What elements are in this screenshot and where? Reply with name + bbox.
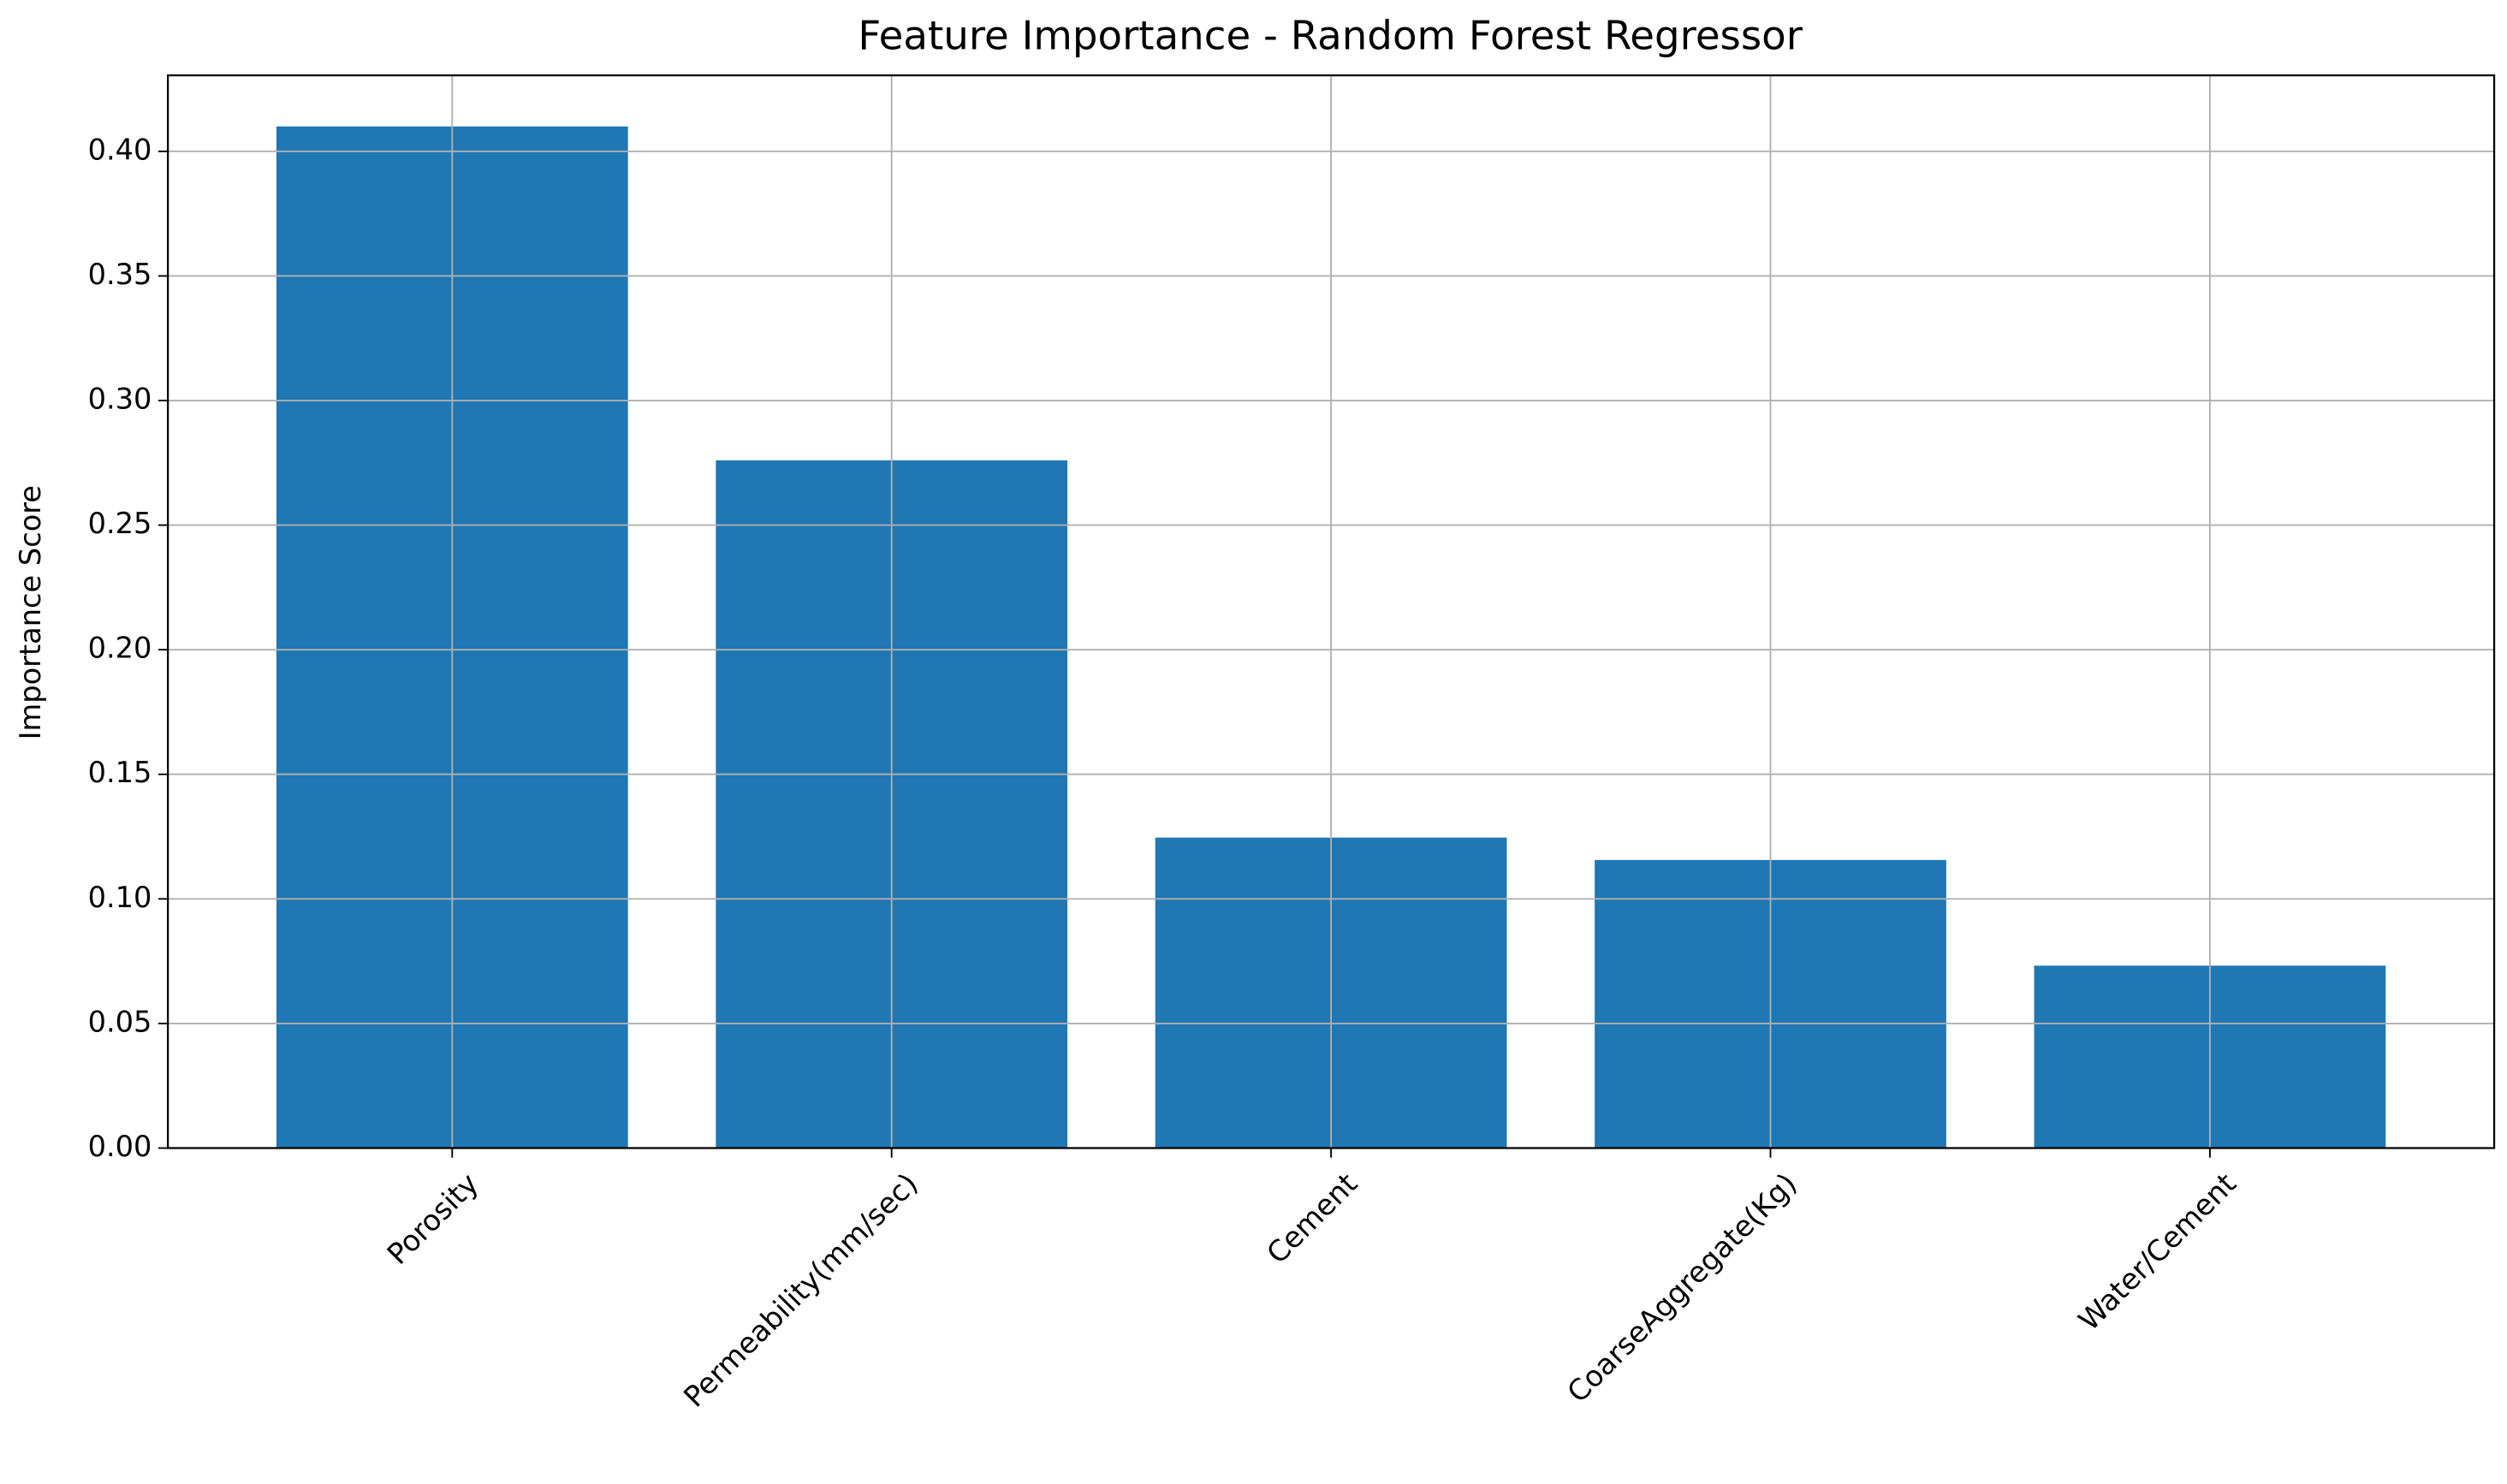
chart-title: Feature Importance - Random Forest Regre… [858,14,1803,60]
y-tick-label: 0.25 [88,507,152,540]
y-tick-label: 0.15 [88,756,152,789]
y-tick-label: 0.05 [88,1005,152,1038]
plot-frame [167,74,2496,1149]
y-tick-label: 0.00 [88,1130,152,1163]
y-tick-label: 0.20 [88,632,152,665]
y-tick-label: 0.30 [88,383,152,416]
y-tick-label: 0.40 [88,133,152,166]
y-tick-label: 0.35 [88,258,152,291]
y-tick-label: 0.10 [88,881,152,914]
y-axis-label: Importance Score [14,485,47,739]
